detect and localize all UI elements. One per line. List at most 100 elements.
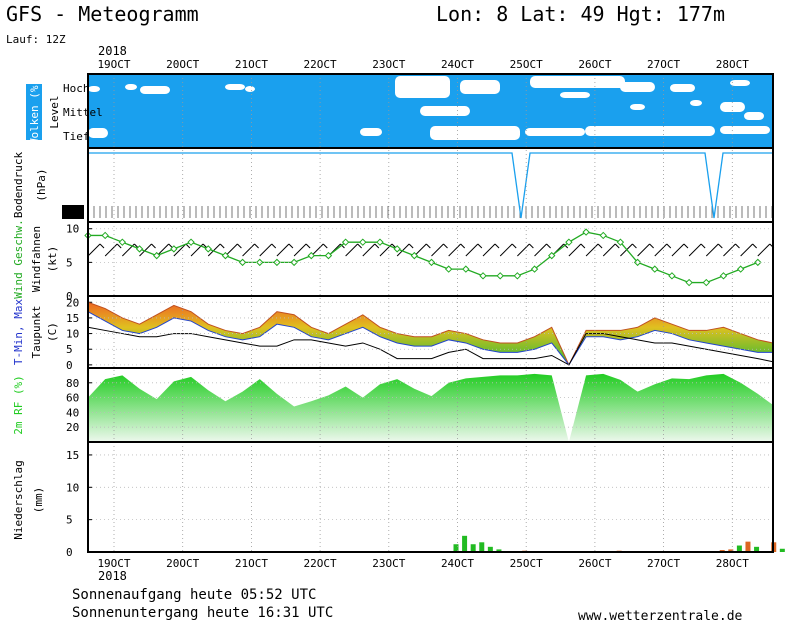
wind-point bbox=[307, 251, 315, 260]
wind-barb bbox=[517, 243, 530, 257]
wind-point bbox=[410, 251, 419, 260]
wind-barb bbox=[396, 243, 410, 257]
year-label-top: 2018 bbox=[98, 44, 127, 58]
xtick-label-top: 23OCT bbox=[372, 58, 405, 71]
wind-barb-flag bbox=[357, 243, 362, 249]
rh-ytick-label: 40 bbox=[66, 406, 79, 419]
precip-bar bbox=[745, 541, 751, 552]
wind-barb-flag bbox=[666, 243, 672, 249]
wind-barb-flag bbox=[717, 243, 723, 249]
temp-axis-label: T-Min, Max bbox=[12, 299, 25, 366]
wind-barb bbox=[568, 243, 582, 257]
wind-barb-flag bbox=[511, 243, 517, 249]
precip-ytick-label: 10 bbox=[66, 481, 79, 494]
wind-point bbox=[754, 258, 762, 267]
sunrise-text: Sonnenaufgang heute 05:52 UTC bbox=[72, 587, 317, 603]
wind-point bbox=[187, 238, 195, 246]
wind-barb bbox=[637, 243, 650, 257]
wind-point bbox=[633, 258, 642, 267]
xtick-label-top: 24OCT bbox=[441, 58, 474, 71]
wind-point bbox=[324, 251, 333, 260]
wind-barb-flag bbox=[116, 243, 122, 249]
xtick-label-bottom: 20OCT bbox=[166, 557, 199, 570]
xtick-label-top: 28OCT bbox=[716, 58, 749, 71]
cloud-gap bbox=[530, 76, 625, 88]
wind-barb-flag bbox=[305, 243, 311, 249]
wind-barb-flag bbox=[443, 243, 448, 249]
precip-bar bbox=[728, 549, 734, 552]
cloud-gap bbox=[225, 84, 245, 90]
temp-ytick-label: 0 bbox=[66, 359, 73, 372]
cloud-gap bbox=[630, 104, 645, 110]
dewpoint-axis-label: Taupunkt bbox=[30, 306, 43, 359]
wind-point bbox=[685, 278, 693, 287]
cloud-level-label: Level bbox=[48, 95, 61, 128]
temp-ytick-label: 5 bbox=[66, 343, 73, 356]
wind-point bbox=[359, 238, 367, 246]
wind-barb bbox=[654, 243, 668, 257]
wind-barb-flag bbox=[649, 243, 654, 249]
precip-bar bbox=[470, 544, 476, 552]
cloud-gap bbox=[525, 128, 585, 136]
cloud-gap bbox=[140, 86, 170, 94]
xtick-label-top: 25OCT bbox=[510, 58, 543, 71]
wind-barb-flag bbox=[408, 243, 414, 249]
wind-barb-flag bbox=[425, 243, 431, 249]
wind-barb-flag bbox=[322, 243, 328, 249]
precip-bar bbox=[462, 535, 468, 552]
wind-barb-flag bbox=[597, 243, 603, 249]
wind-barb bbox=[139, 243, 152, 257]
page-title: GFS - Meteogramm bbox=[6, 2, 199, 26]
wind-ytick-label: 0 bbox=[66, 290, 73, 303]
wind-barb-flag bbox=[529, 243, 534, 249]
precip-axis-label: Niederschlag bbox=[12, 460, 25, 539]
wind-speed-line bbox=[88, 231, 759, 284]
wind-barb bbox=[671, 243, 685, 257]
wind-barb-flag bbox=[271, 243, 277, 249]
wind-point bbox=[719, 272, 728, 280]
cloud-gap bbox=[670, 84, 695, 92]
wind-barb bbox=[448, 243, 462, 257]
cloud-gap bbox=[460, 80, 500, 94]
wind-point bbox=[152, 251, 161, 260]
wind-barb bbox=[173, 243, 187, 257]
wind-point bbox=[101, 231, 109, 240]
wind-barb bbox=[723, 243, 736, 257]
wind-barb-flag bbox=[683, 243, 689, 249]
wind-barb bbox=[688, 243, 702, 257]
rh-axis-label: 2m RF (%) bbox=[12, 375, 25, 435]
wind-barb-flag bbox=[563, 243, 569, 249]
xtick-label-bottom: 27OCT bbox=[647, 557, 680, 570]
xtick-label-top: 22OCT bbox=[304, 58, 337, 71]
website-link[interactable]: www.wetterzentrale.de bbox=[578, 609, 743, 624]
rh-ytick-label: 20 bbox=[66, 421, 79, 434]
precip-bar bbox=[479, 542, 485, 552]
xtick-label-top: 27OCT bbox=[647, 58, 680, 71]
wind-point bbox=[221, 251, 230, 260]
cloud-gap bbox=[88, 128, 108, 138]
wind-barb-flag bbox=[219, 243, 225, 249]
wind-barb bbox=[585, 243, 599, 257]
wind-ytick-label: 5 bbox=[66, 256, 73, 269]
wind-barb-flag bbox=[237, 243, 242, 249]
pressure-axis-label: Bodendruck bbox=[12, 152, 25, 219]
xtick-label-top: 26OCT bbox=[578, 58, 611, 71]
wind-barb-flag bbox=[477, 243, 483, 249]
wind-point bbox=[427, 258, 436, 267]
cloud-gap bbox=[430, 126, 520, 140]
cloud-level-high: Hoch bbox=[63, 82, 90, 95]
xtick-label-bottom: 23OCT bbox=[372, 557, 405, 570]
wind-barb-flag bbox=[580, 243, 586, 249]
windfahnen-label: Windfahnen bbox=[30, 226, 43, 292]
wind-point bbox=[462, 265, 470, 273]
wind-barb-flag bbox=[752, 243, 758, 249]
cloud-gap bbox=[88, 86, 100, 92]
cloud-level-low: Tief bbox=[63, 130, 90, 143]
precip-ytick-label: 0 bbox=[66, 546, 73, 559]
wind-barb bbox=[276, 243, 290, 257]
temp-ytick-label: 20 bbox=[66, 296, 79, 309]
wind-barb-flag bbox=[288, 243, 294, 249]
precip-bar bbox=[487, 546, 493, 552]
wind-barb bbox=[534, 243, 547, 257]
